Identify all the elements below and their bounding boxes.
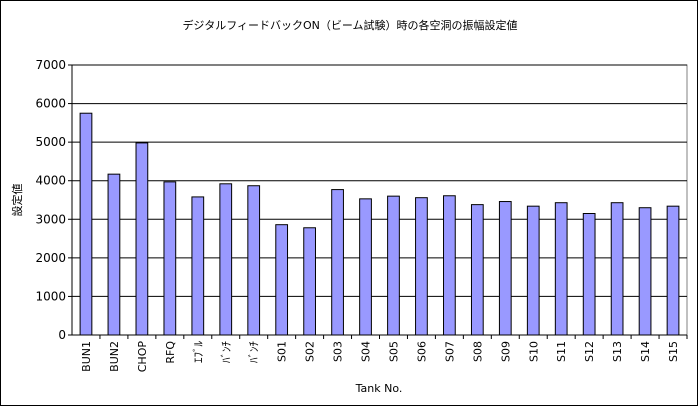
bar <box>79 112 93 336</box>
bar <box>275 224 289 336</box>
x-tick-label: S11 <box>555 341 568 362</box>
bar <box>191 196 205 336</box>
y-tick-label: 3000 <box>35 212 66 226</box>
bar <box>359 198 372 336</box>
x-tick-label: S03 <box>332 341 345 362</box>
bar <box>163 181 177 336</box>
y-tick-label: 6000 <box>35 97 66 111</box>
bar <box>526 205 540 336</box>
y-axis-label: 設定値 <box>10 184 24 217</box>
bar <box>443 195 456 336</box>
bar <box>135 142 149 336</box>
x-tick-label: S06 <box>415 341 428 362</box>
x-tick-label: CHOP <box>136 341 149 373</box>
bar <box>610 202 624 336</box>
x-tick-label: ﾊﾞﾝﾁ <box>220 341 233 363</box>
x-tick-label: S07 <box>443 341 456 362</box>
bar <box>415 197 428 336</box>
y-tick-label: 7000 <box>35 58 66 72</box>
bar <box>498 201 512 336</box>
x-tick-label: S15 <box>667 341 680 362</box>
y-tick-label: 5000 <box>35 135 66 149</box>
x-tick-label: ｴﾌﾞﾙ <box>192 341 205 363</box>
y-tick-label: 4000 <box>35 174 66 188</box>
y-tick-label: 0 <box>58 328 66 342</box>
x-tick-label: S08 <box>471 341 484 362</box>
x-tick-label: S04 <box>360 341 373 362</box>
bar <box>219 183 233 336</box>
x-tick-label: BUN1 <box>80 341 93 372</box>
x-tick-label: RFQ <box>164 341 177 364</box>
x-tick-label: BUN2 <box>108 341 121 372</box>
x-tick-label: S01 <box>276 341 289 362</box>
x-tick-label: S14 <box>639 341 652 362</box>
bar <box>331 189 344 336</box>
bar <box>470 204 484 336</box>
bar <box>554 202 568 336</box>
y-tick-label: 2000 <box>35 251 66 265</box>
x-tick-label: S05 <box>387 341 400 362</box>
chart-title: デジタルフィードバックON（ビーム試験）時の各空洞の振幅設定値 <box>182 18 517 32</box>
x-axis-label: Tank No. <box>355 382 403 395</box>
bar <box>666 205 680 336</box>
bar <box>387 195 400 336</box>
x-tick-label: S10 <box>527 341 540 362</box>
x-tick-label: S13 <box>611 341 624 362</box>
x-tick-label: S02 <box>304 341 317 362</box>
bar <box>638 207 652 336</box>
bar <box>582 213 596 336</box>
bar <box>107 173 121 336</box>
bar <box>303 227 316 336</box>
x-tick-label: S09 <box>499 341 512 362</box>
x-axis-ticks: BUN1 BUN2 CHOP RFQ ｴﾌﾞﾙ ﾊﾞﾝﾁ ﾊﾞﾝﾁ S01 S02 S03 S04 S… <box>80 335 688 373</box>
x-tick-label: S12 <box>583 341 596 362</box>
y-tick-label: 1000 <box>35 289 66 303</box>
x-tick-label: ﾊﾞﾝﾁ <box>248 341 261 363</box>
y-axis-ticks: 0 1000 2000 3000 4000 5000 6000 7000 <box>35 58 72 342</box>
bar <box>247 185 261 336</box>
